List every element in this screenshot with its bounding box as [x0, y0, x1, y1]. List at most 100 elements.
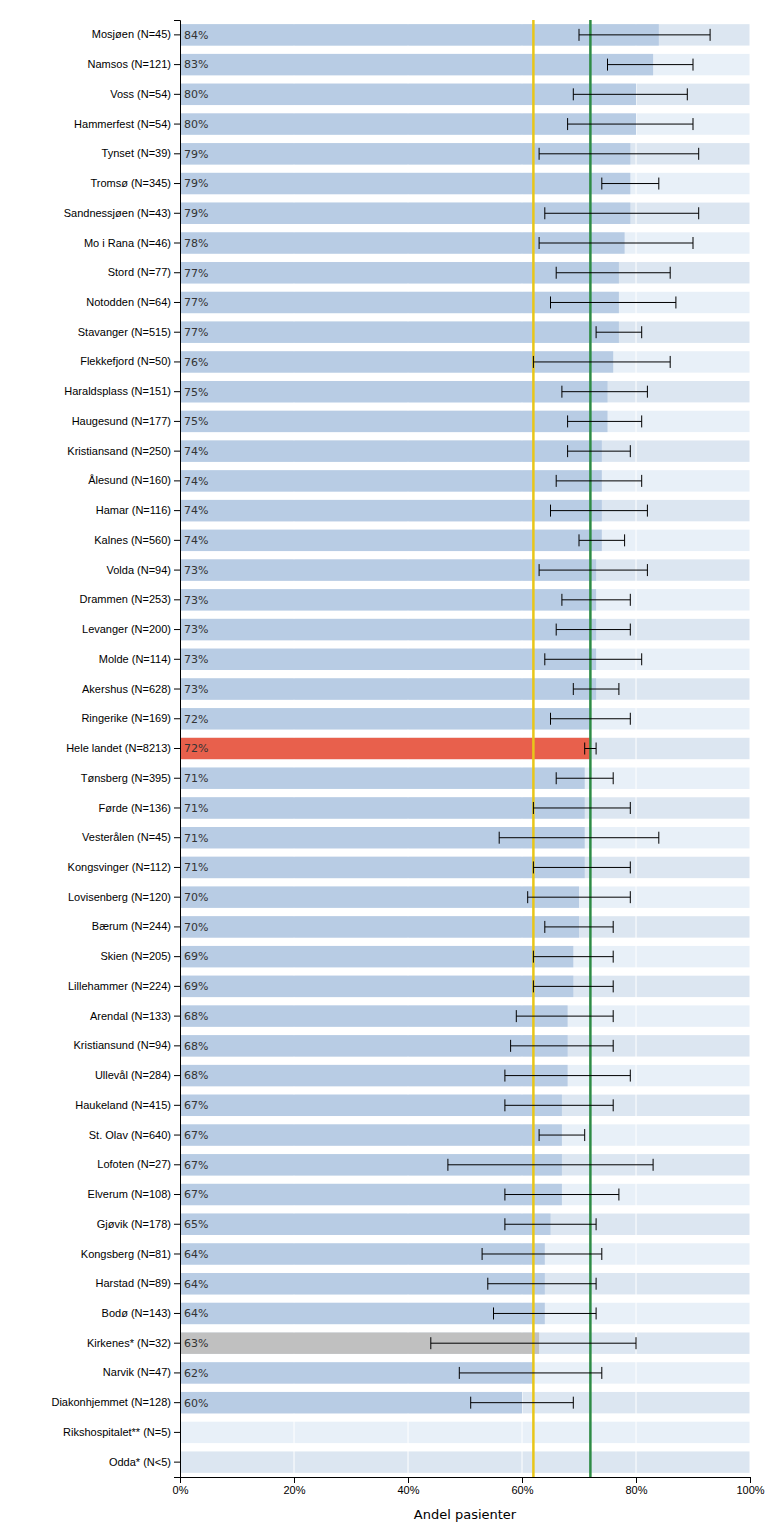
error-bar-line: [579, 34, 710, 35]
row-band: [180, 738, 750, 759]
error-bar-cap-high: [613, 772, 614, 784]
tick: Odda* (N<5): [109, 1456, 180, 1468]
tick: 20%: [283, 1477, 305, 1496]
tick-label: Hammerfest (N=54): [74, 118, 171, 130]
error-bar-line: [545, 926, 613, 927]
tick-label: Lofoten (N=27): [97, 1158, 171, 1170]
tick-mark: [174, 540, 180, 541]
row-band: [180, 1451, 750, 1472]
error-bar-line: [533, 956, 613, 957]
marks: [180, 20, 750, 1477]
error-bar-cap-low: [533, 356, 534, 368]
error-bar-line: [608, 64, 694, 65]
error-bar-cap-high: [641, 475, 642, 487]
tick: 80%: [625, 1477, 647, 1496]
tick: Namsos (N=121): [88, 58, 180, 70]
x-axis-title: Andel pasienter: [414, 1507, 517, 1522]
tick: 40%: [397, 1477, 419, 1496]
error-bar: [573, 88, 687, 100]
error-bar: [562, 386, 648, 398]
tick: Stavanger (N=515): [78, 326, 180, 338]
error-bar-line: [562, 599, 630, 600]
tick-label: Molde (N=114): [99, 653, 171, 665]
tick-mark: [174, 659, 180, 660]
tick: Kirkenes* (N=32): [87, 1337, 180, 1349]
tick-label: Lillehammer (N=224): [68, 980, 171, 992]
error-bar: [562, 594, 630, 606]
tick-label: Vesterålen (N=45): [82, 831, 171, 843]
error-bar: [533, 356, 670, 368]
data-label: 64%: [184, 1278, 208, 1291]
error-bar: [533, 951, 613, 963]
error-bar: [608, 59, 694, 71]
error-bar-line: [539, 243, 693, 244]
row-band: [180, 113, 750, 134]
error-bar-cap-low: [601, 178, 602, 190]
tick-label: 80%: [625, 1484, 647, 1496]
tick: Rikshospitalet** (N=5): [63, 1426, 180, 1438]
row-band: [180, 54, 750, 75]
bar: [180, 84, 636, 105]
error-bar-line: [568, 451, 631, 452]
data-label: 77%: [184, 267, 208, 280]
error-bar-line: [499, 837, 659, 838]
data-label: 71%: [184, 861, 208, 874]
bar: [180, 1303, 545, 1324]
tick: Ullevål (N=284): [95, 1069, 180, 1081]
error-bar-cap-low: [459, 1367, 460, 1379]
error-bar-cap-high: [641, 415, 642, 427]
tick: Førde (N=136): [99, 801, 180, 813]
error-bar-cap-low: [607, 59, 608, 71]
error-bar-line: [448, 1164, 653, 1165]
error-bar: [499, 832, 659, 844]
error-bar-line: [573, 689, 619, 690]
data-label: 73%: [184, 564, 208, 577]
tick: Haukeland (N=415): [75, 1099, 180, 1111]
tick-label: Drammen (N=253): [80, 593, 171, 605]
error-bar-line: [545, 659, 642, 660]
error-bar-cap-high: [596, 1278, 597, 1290]
error-bar-line: [556, 480, 642, 481]
tick-label: Namsos (N=121): [88, 58, 171, 70]
error-bar: [505, 1189, 619, 1201]
tick-label: Kristiansand (N=250): [67, 445, 171, 457]
tick: Hamar (N=116): [96, 504, 180, 516]
tick-label: Ullevål (N=284): [95, 1069, 171, 1081]
tick-mark: [174, 718, 180, 719]
error-bar-cap-high: [641, 326, 642, 338]
error-bar-line: [539, 153, 699, 154]
data-label: 74%: [184, 534, 208, 547]
error-bar: [568, 415, 642, 427]
data-label: 74%: [184, 445, 208, 458]
error-bar-line: [511, 1045, 614, 1046]
tick-label: Haugesund (N=177): [72, 415, 171, 427]
axis-line: [174, 21, 181, 1478]
tick: Tromsø (N=345): [90, 177, 180, 189]
error-bar-line: [533, 986, 613, 987]
tick-mark: [174, 1462, 180, 1463]
data-label: 67%: [184, 1129, 208, 1142]
plot: 84%83%80%80%79%79%79%78%77%77%77%76%75%7…: [51, 20, 764, 1522]
error-bar-line: [488, 1283, 596, 1284]
tick-label: Bodø (N=143): [102, 1307, 171, 1319]
error-bar-cap-high: [658, 178, 659, 190]
error-bar-line: [505, 1224, 596, 1225]
tick-mark: [636, 1477, 637, 1483]
data-label: 73%: [184, 594, 208, 607]
error-bar-cap-low: [539, 564, 540, 576]
tick-mark: [174, 64, 180, 65]
tick-mark: [174, 124, 180, 125]
tick: Kongsvinger (N=112): [68, 861, 180, 873]
tick-mark: [174, 867, 180, 868]
row-band: [180, 173, 750, 194]
data-label: 68%: [184, 1040, 208, 1053]
tick-label: Levanger (N=200): [82, 623, 171, 635]
error-bar: [545, 207, 699, 219]
row-band: [180, 1154, 750, 1175]
error-bar: [539, 1129, 585, 1141]
tick-mark: [174, 807, 180, 808]
error-bar-cap-high: [630, 861, 631, 873]
tick: Harstad (N=89): [95, 1277, 180, 1289]
error-bar-cap-high: [630, 802, 631, 814]
error-bar-cap-low: [533, 980, 534, 992]
